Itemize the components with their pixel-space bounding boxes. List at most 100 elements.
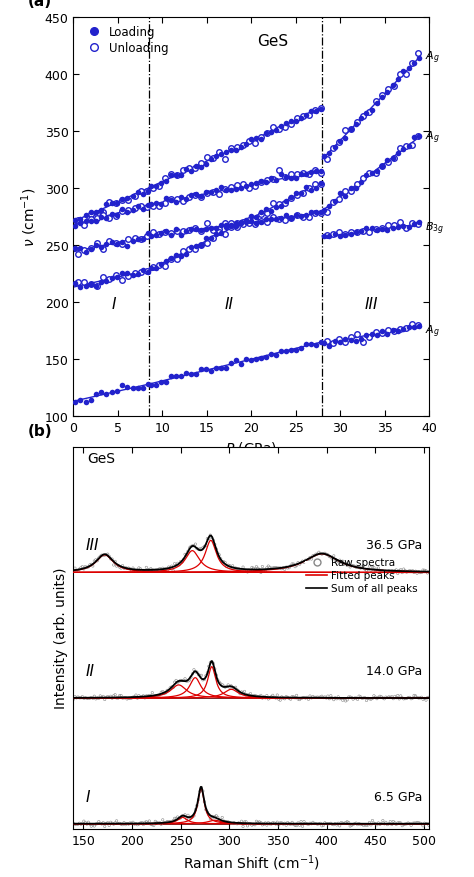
Point	[336, 135, 344, 149]
Point	[233, 562, 241, 576]
Point	[168, 192, 175, 206]
Point	[361, 563, 369, 577]
Point	[346, 333, 354, 347]
Point	[153, 816, 161, 830]
Point	[339, 554, 346, 568]
Point	[146, 563, 153, 577]
Point	[202, 222, 210, 236]
Point	[124, 239, 131, 253]
Point	[357, 112, 365, 126]
Point	[212, 809, 220, 823]
Point	[283, 195, 290, 209]
Point	[197, 190, 205, 204]
Point	[228, 183, 235, 197]
Point	[310, 690, 318, 704]
Point	[372, 816, 379, 831]
Point	[413, 691, 421, 705]
Point	[378, 223, 386, 237]
Point	[348, 818, 356, 832]
Point	[83, 817, 91, 831]
Point	[107, 689, 114, 703]
Point	[189, 810, 196, 824]
Point	[410, 132, 418, 146]
Point	[177, 555, 184, 569]
Point	[79, 560, 86, 574]
Point	[118, 267, 126, 281]
Point	[288, 172, 295, 186]
Point	[373, 329, 381, 343]
Point	[328, 817, 336, 831]
Point	[248, 689, 256, 703]
Point	[126, 816, 134, 830]
Point	[216, 813, 223, 827]
Point	[77, 217, 84, 232]
Point	[309, 549, 317, 563]
Point	[242, 215, 250, 229]
Point	[167, 168, 174, 182]
Point	[269, 688, 277, 702]
Point	[317, 167, 324, 181]
Point	[309, 816, 317, 830]
Point	[293, 688, 301, 702]
Point	[93, 280, 100, 294]
Point	[134, 564, 141, 578]
Point	[405, 140, 412, 154]
Point	[269, 210, 277, 225]
Point	[383, 224, 391, 238]
Point	[271, 690, 278, 704]
Point	[318, 103, 325, 117]
Point	[376, 817, 383, 831]
Point	[288, 557, 296, 571]
Point	[116, 816, 123, 831]
Point	[111, 816, 119, 830]
Point	[105, 818, 113, 832]
Point	[317, 547, 324, 561]
Point	[323, 153, 330, 167]
Point	[266, 560, 273, 574]
Point	[403, 566, 410, 580]
Point	[410, 321, 418, 335]
Point	[181, 672, 189, 686]
Point	[277, 119, 285, 133]
Point	[117, 817, 125, 831]
Point	[195, 543, 202, 557]
Point	[238, 815, 246, 829]
Point	[79, 816, 86, 831]
Point	[352, 118, 360, 132]
Point	[174, 675, 182, 689]
Point	[269, 173, 277, 187]
Point	[402, 221, 410, 235]
Point	[277, 345, 285, 359]
Point	[129, 816, 137, 830]
Point	[232, 217, 240, 231]
Point	[221, 217, 229, 231]
Point	[260, 564, 268, 578]
Point	[219, 678, 226, 692]
Point	[341, 228, 349, 242]
Text: (a): (a)	[27, 0, 51, 9]
Point	[263, 688, 271, 702]
Point	[414, 217, 422, 232]
Point	[114, 559, 122, 573]
Point	[196, 668, 204, 682]
Point	[326, 692, 333, 706]
Point	[255, 563, 263, 577]
Point	[230, 561, 238, 575]
Point	[414, 318, 422, 332]
Point	[370, 816, 378, 831]
Point	[168, 560, 175, 574]
Point	[342, 557, 349, 571]
Point	[288, 816, 296, 830]
Point	[152, 378, 160, 392]
Point	[321, 690, 328, 704]
Point	[273, 174, 280, 188]
Point	[83, 560, 91, 574]
Point	[137, 185, 145, 199]
Point	[168, 253, 175, 267]
Point	[197, 189, 205, 203]
Point	[285, 817, 293, 831]
Point	[245, 135, 253, 149]
Point	[413, 816, 421, 830]
Point	[82, 560, 89, 574]
Point	[199, 673, 207, 687]
